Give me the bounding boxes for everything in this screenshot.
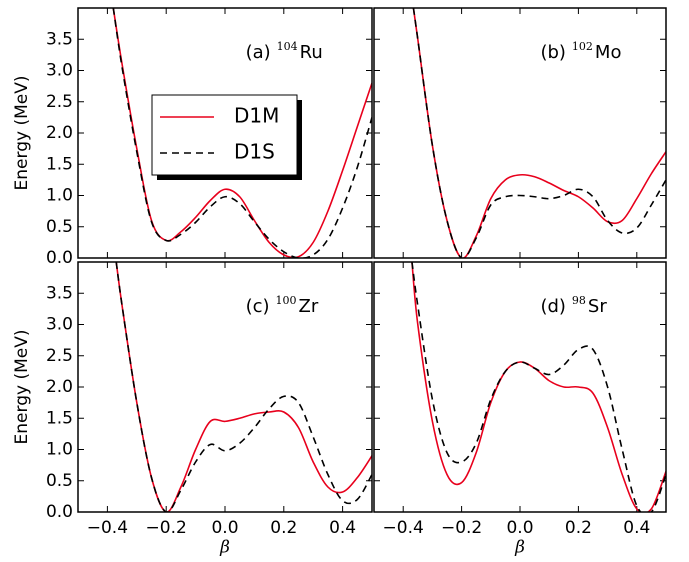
y-tick-label: 3.5 [46,283,73,303]
panel-label: (d) 98 Sr [540,294,607,317]
mass-number: 102 [572,40,593,53]
y-tick-label: 3.0 [46,61,73,81]
x-axis-label: β [514,538,525,558]
panel: (b) 102 Mo [373,7,667,259]
x-tick-label: −0.2 [146,518,187,538]
x-tick-label: 0.2 [565,518,592,538]
x-tick-label: 0.4 [329,518,356,538]
curve [411,262,666,512]
mass-number: 100 [276,294,297,307]
y-tick-label: 3.0 [46,315,73,335]
panel: −0.4 −0.2 0.0 0.2 0.4 (d) 98 Sr β [373,261,667,558]
y-axis-label: Energy (MeV) [12,330,32,445]
legend-label: D1S [234,140,275,164]
element: Mo [595,42,622,63]
axes-frame [373,7,667,259]
legend-label: D1M [234,104,279,128]
y-tick-label: 1.0 [46,186,73,206]
y-axis-label: Energy (MeV) [12,76,32,191]
panel-letter: (c) [246,296,270,317]
curve [412,8,666,258]
element: Zr [299,296,319,317]
axes-frame [77,261,373,513]
element: Sr [588,296,607,317]
y-tick-label: 2.5 [46,346,73,366]
mass-number: 104 [277,40,298,53]
panel: 0.0 0.5 1.0 1.5 2.0 2.5 3.0 3.5 (a) 104 Ru Energy (… [12,7,373,268]
x-tick-label: −0.2 [441,518,482,538]
x-tick-label: −0.4 [87,518,128,538]
x-tick-label: 0.0 [211,518,238,538]
y-tick-label: 2.0 [46,123,73,143]
y-tick-label: 0.5 [46,217,73,237]
y-tick-label: 1.0 [46,440,73,460]
y-tick-label: 0.0 [46,248,73,268]
panel-label: (b) 102 Mo [540,40,621,63]
panel-letter: (d) [540,296,565,317]
y-tick-label: 3.5 [46,29,73,49]
x-tick-label: −0.4 [383,518,424,538]
panel-letter: (b) [540,42,565,63]
x-tick-label: 0.2 [270,518,297,538]
curve [115,262,372,512]
y-tick-label: 0.0 [46,502,73,522]
panel: 0.0 0.5 1.0 1.5 2.0 2.5 3.0 3.5 −0.4 −0.2 0.0 0.2 0.… [12,261,373,558]
element: Ru [300,42,323,63]
panel-label: (c) 100 Zr [246,294,319,317]
panel-label: (a) 104 Ru [246,40,323,63]
legend [151,94,298,176]
x-tick-label: 0.0 [506,518,533,538]
plot-area [112,8,372,258]
curve [112,8,372,258]
y-tick-label: 0.5 [46,471,73,491]
mass-number: 98 [572,294,586,307]
x-axis-label: β [219,538,230,558]
panel-letter: (a) [246,42,271,63]
plot-area [412,8,666,258]
plot-area [411,262,666,512]
y-tick-label: 2.0 [46,377,73,397]
axes-frame [77,7,373,259]
x-tick-label: 0.4 [623,518,650,538]
plot-area [115,262,372,512]
y-tick-label: 1.5 [46,408,73,428]
curve [115,262,372,512]
y-tick-label: 2.5 [46,92,73,112]
axes-frame [373,261,667,513]
y-tick-label: 1.5 [46,154,73,174]
